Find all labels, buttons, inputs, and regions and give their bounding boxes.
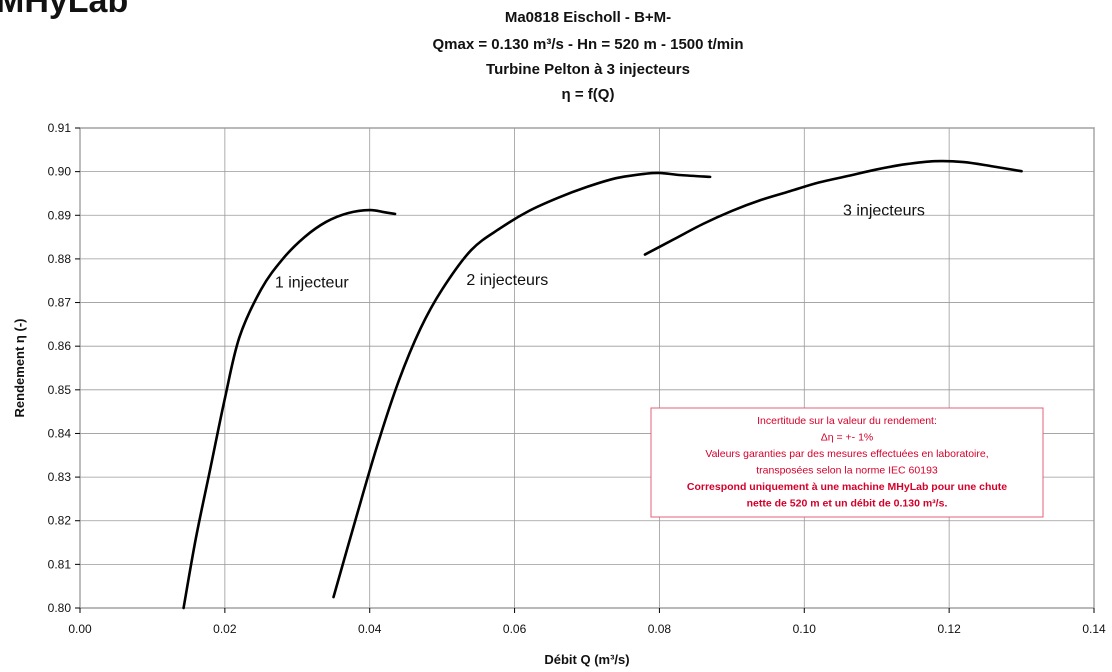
title-line-1: Ma0818 Eischoll - B+M- — [505, 9, 671, 26]
title-line-4: η = f(Q) — [562, 86, 615, 103]
logo: MHyLab — [0, 0, 128, 20]
series-label-2: 2 injecteurs — [466, 272, 548, 289]
y-tick-label: 0.82 — [48, 514, 72, 528]
y-axis-ticks: 0.80 0.81 0.82 0.83 0.84 0.85 0.86 0.87 0.88 0.89… — [48, 121, 80, 615]
title-line-2: Qmax = 0.130 m³/s - Hn = 520 m - 1500 t/… — [433, 36, 744, 53]
x-axis-ticks: 0.00 0.02 0.04 0.06 0.08 0.10 0.12 0.14 — [68, 608, 1106, 636]
uncertainty-note: Incertitude sur la valeur du rendement: Δ… — [651, 408, 1043, 517]
y-axis-title: Rendement η (-) — [12, 319, 27, 418]
y-tick-label: 0.80 — [48, 601, 72, 615]
y-tick-label: 0.83 — [48, 470, 72, 484]
note-line-1: Incertitude sur la valeur du rendement: — [757, 415, 937, 427]
y-tick-label: 0.87 — [48, 296, 72, 310]
x-tick-label: 0.10 — [793, 622, 817, 636]
note-line-2: Δη = +- 1% — [821, 432, 874, 444]
x-tick-label: 0.04 — [358, 622, 382, 636]
x-tick-label: 0.08 — [648, 622, 672, 636]
y-tick-label: 0.90 — [48, 165, 72, 179]
y-tick-label: 0.81 — [48, 557, 72, 571]
note-line-4: transposées selon la norme IEC 60193 — [756, 465, 938, 477]
x-axis-title: Débit Q (m³/s) — [544, 652, 629, 667]
x-tick-label: 0.00 — [68, 622, 92, 636]
chart-title: Ma0818 Eischoll - B+M- Qmax = 0.130 m³/s … — [433, 9, 744, 103]
y-tick-label: 0.89 — [48, 208, 72, 222]
x-tick-label: 0.12 — [937, 622, 961, 636]
note-line-5: Correspond uniquement à une machine MHyL… — [687, 481, 1007, 493]
note-line-3: Valeurs garanties par des mesures effect… — [705, 448, 988, 460]
y-tick-label: 0.86 — [48, 339, 72, 353]
title-line-3: Turbine Pelton à 3 injecteurs — [486, 61, 690, 78]
series-label-3: 3 injecteurs — [843, 202, 925, 219]
note-line-6: nette de 520 m et un débit de 0.130 m³/s… — [747, 498, 948, 510]
x-tick-label: 0.06 — [503, 622, 527, 636]
x-tick-label: 0.02 — [213, 622, 237, 636]
y-tick-label: 0.91 — [48, 121, 72, 135]
y-tick-label: 0.88 — [48, 252, 72, 266]
y-tick-label: 0.84 — [48, 426, 72, 440]
x-tick-label: 0.14 — [1082, 622, 1106, 636]
series-label-1: 1 injecteur — [275, 274, 349, 291]
y-tick-label: 0.85 — [48, 383, 72, 397]
